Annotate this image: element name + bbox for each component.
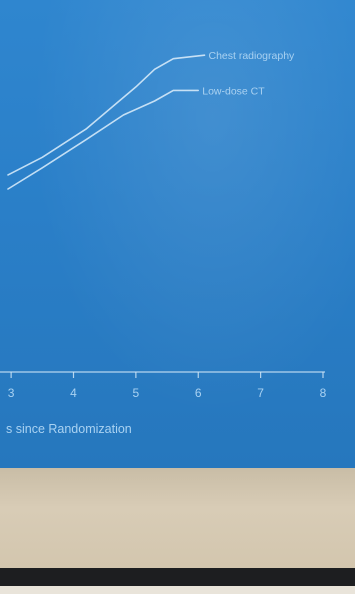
screen-frame-dark-strip — [0, 568, 355, 586]
series-line-2 — [7, 89, 199, 190]
survival-line-chart: 3 4 5 6 7 8 s since Randomization Chest radiogr… — [0, 50, 327, 436]
projector-screen: 3 4 5 6 7 8 s since Randomization Chest radiogr… — [0, 0, 355, 468]
series-label-1: Chest radiography — [208, 50, 295, 62]
x-tick-label-6: 6 — [195, 386, 202, 400]
series-label-2: Low-dose CT — [202, 85, 265, 97]
x-tick-label-4: 4 — [70, 386, 77, 400]
series-line-1 — [7, 54, 206, 176]
x-tick-label-5: 5 — [133, 386, 140, 400]
screen-frame-edge — [0, 586, 355, 594]
x-axis-title: s since Randomization — [6, 422, 132, 436]
x-tick-label-7: 7 — [257, 386, 264, 400]
x-tick-label-8: 8 — [320, 386, 327, 400]
screen-frame — [0, 468, 355, 568]
x-tick-label-3: 3 — [8, 386, 15, 400]
